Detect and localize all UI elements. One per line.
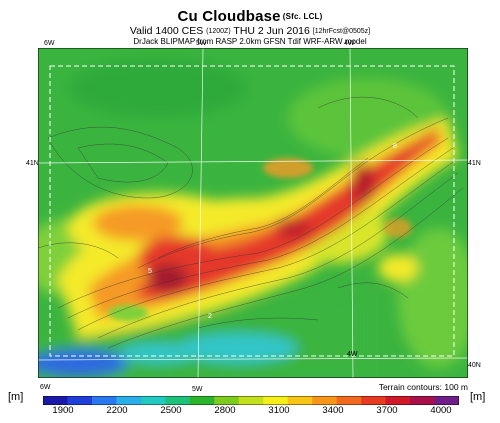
cloudbase-map: 5 8 2 4W	[38, 48, 468, 378]
lon-label-top-6w: 6W	[44, 40, 55, 47]
graticule	[38, 48, 468, 378]
colorbar-tick-label: 2500	[160, 405, 182, 416]
forecast-run: [12hrFcst@0505z]	[312, 28, 371, 35]
lat-label-right-41n: 41N	[468, 160, 481, 167]
colorbar-swatch	[140, 396, 166, 405]
terrain-contours	[38, 96, 464, 349]
colorbar-swatch	[67, 396, 93, 405]
terrain-contour-note: Terrain contours: 100 m	[378, 382, 468, 392]
colorbar-swatch	[165, 396, 191, 405]
colorbar-unit-left: [m]	[8, 391, 24, 403]
orography-speckle	[108, 158, 412, 321]
colorbar-tick-label: 4000	[430, 405, 452, 416]
colorbar-tick-label: 3400	[322, 405, 344, 416]
colorbar	[43, 396, 459, 405]
colorbar-swatch	[312, 396, 338, 405]
contour-label: 5	[148, 268, 152, 275]
colorbar-swatch	[43, 396, 68, 405]
colorbar-swatch	[434, 396, 459, 405]
lon-label-bottom-6w: 6W	[40, 384, 51, 391]
colorbar-swatch	[263, 396, 289, 405]
valid-time: Valid 1400 CES	[129, 25, 204, 37]
colorbar-swatch	[189, 396, 215, 405]
colorbar-tick-label: 3100	[268, 405, 290, 416]
inner-domain-box	[49, 65, 455, 357]
colorbar-swatch	[361, 396, 387, 405]
colorbar-swatch	[287, 396, 313, 405]
contour-label: 2	[208, 313, 212, 320]
lon-label-bottom-5w: 5W	[192, 386, 203, 393]
colorbar-swatch	[116, 396, 142, 405]
colorbar-swatch	[238, 396, 264, 405]
valid-time-line: Valid 1400 CES (1200Z) THU 2 Jun 2016 [1…	[0, 25, 500, 37]
colorbar-swatch	[91, 396, 117, 405]
lon-label-inner-4w: 4W	[347, 351, 358, 358]
colorbar-swatch	[214, 396, 240, 405]
title-text: Cu Cloudbase	[177, 8, 281, 25]
forecast-date: THU 2 Jun 2016	[233, 25, 310, 37]
lon-label-top-5w: 5W	[196, 40, 207, 47]
colorbar-tick-label: 2200	[106, 405, 128, 416]
lon-label-top-4w: 4W	[344, 40, 355, 47]
colorbar-unit-right: [m]	[470, 391, 486, 403]
colorbar-swatch	[385, 396, 411, 405]
colorbar-tick-label: 1900	[52, 405, 74, 416]
lat-label-right-40n: 40N	[468, 362, 481, 369]
colorbar-swatch	[336, 396, 362, 405]
colorbar-tick-label: 2800	[214, 405, 236, 416]
title-suffix: (Sfc. LCL)	[282, 12, 323, 21]
valid-zulu: (1200Z)	[206, 28, 231, 35]
map-title: Cu Cloudbase (Sfc. LCL)	[0, 8, 500, 25]
colorbar-swatch	[410, 396, 436, 405]
contour-label: 8	[393, 143, 397, 150]
colorbar-tick-label: 3700	[376, 405, 398, 416]
model-credit: DrJack BLIPMAP from RASP 2.0km GFSN Tdif…	[133, 37, 367, 46]
lat-label-left-41n: 41N	[26, 160, 39, 167]
